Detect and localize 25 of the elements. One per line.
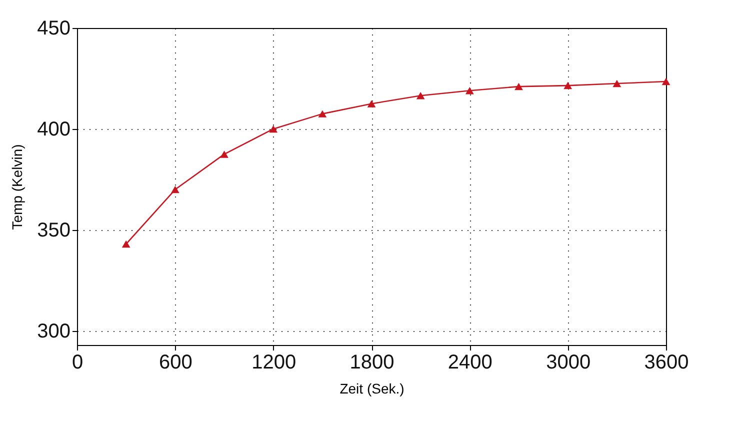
point [514,82,523,90]
point [122,240,130,248]
point [416,92,425,100]
x-tick-label: 3600 [644,352,689,374]
y-tick-label: 350 [37,219,70,242]
point [662,78,670,86]
x-tick-label: 1200 [252,352,296,374]
y-axis-title: Temp (Kelvin) [9,144,26,230]
point [269,125,278,133]
point [170,186,180,194]
x-tick-label: 600 [158,352,192,374]
x-tick-label: 1800 [350,352,394,374]
point [465,86,474,94]
point [612,80,622,88]
point [318,110,327,118]
x-axis-title: Zeit (Sek.) [340,380,404,396]
y-tick-label: 300 [37,320,70,342]
y-tick-label: 450 [37,18,70,40]
x-tick-label: 2400 [448,352,492,374]
point [220,150,228,158]
point [367,100,376,108]
x-tick-label: 3000 [546,352,591,374]
y-tick-label: 400 [37,118,70,140]
x-tick-label: 0 [72,352,84,374]
point [564,82,572,90]
